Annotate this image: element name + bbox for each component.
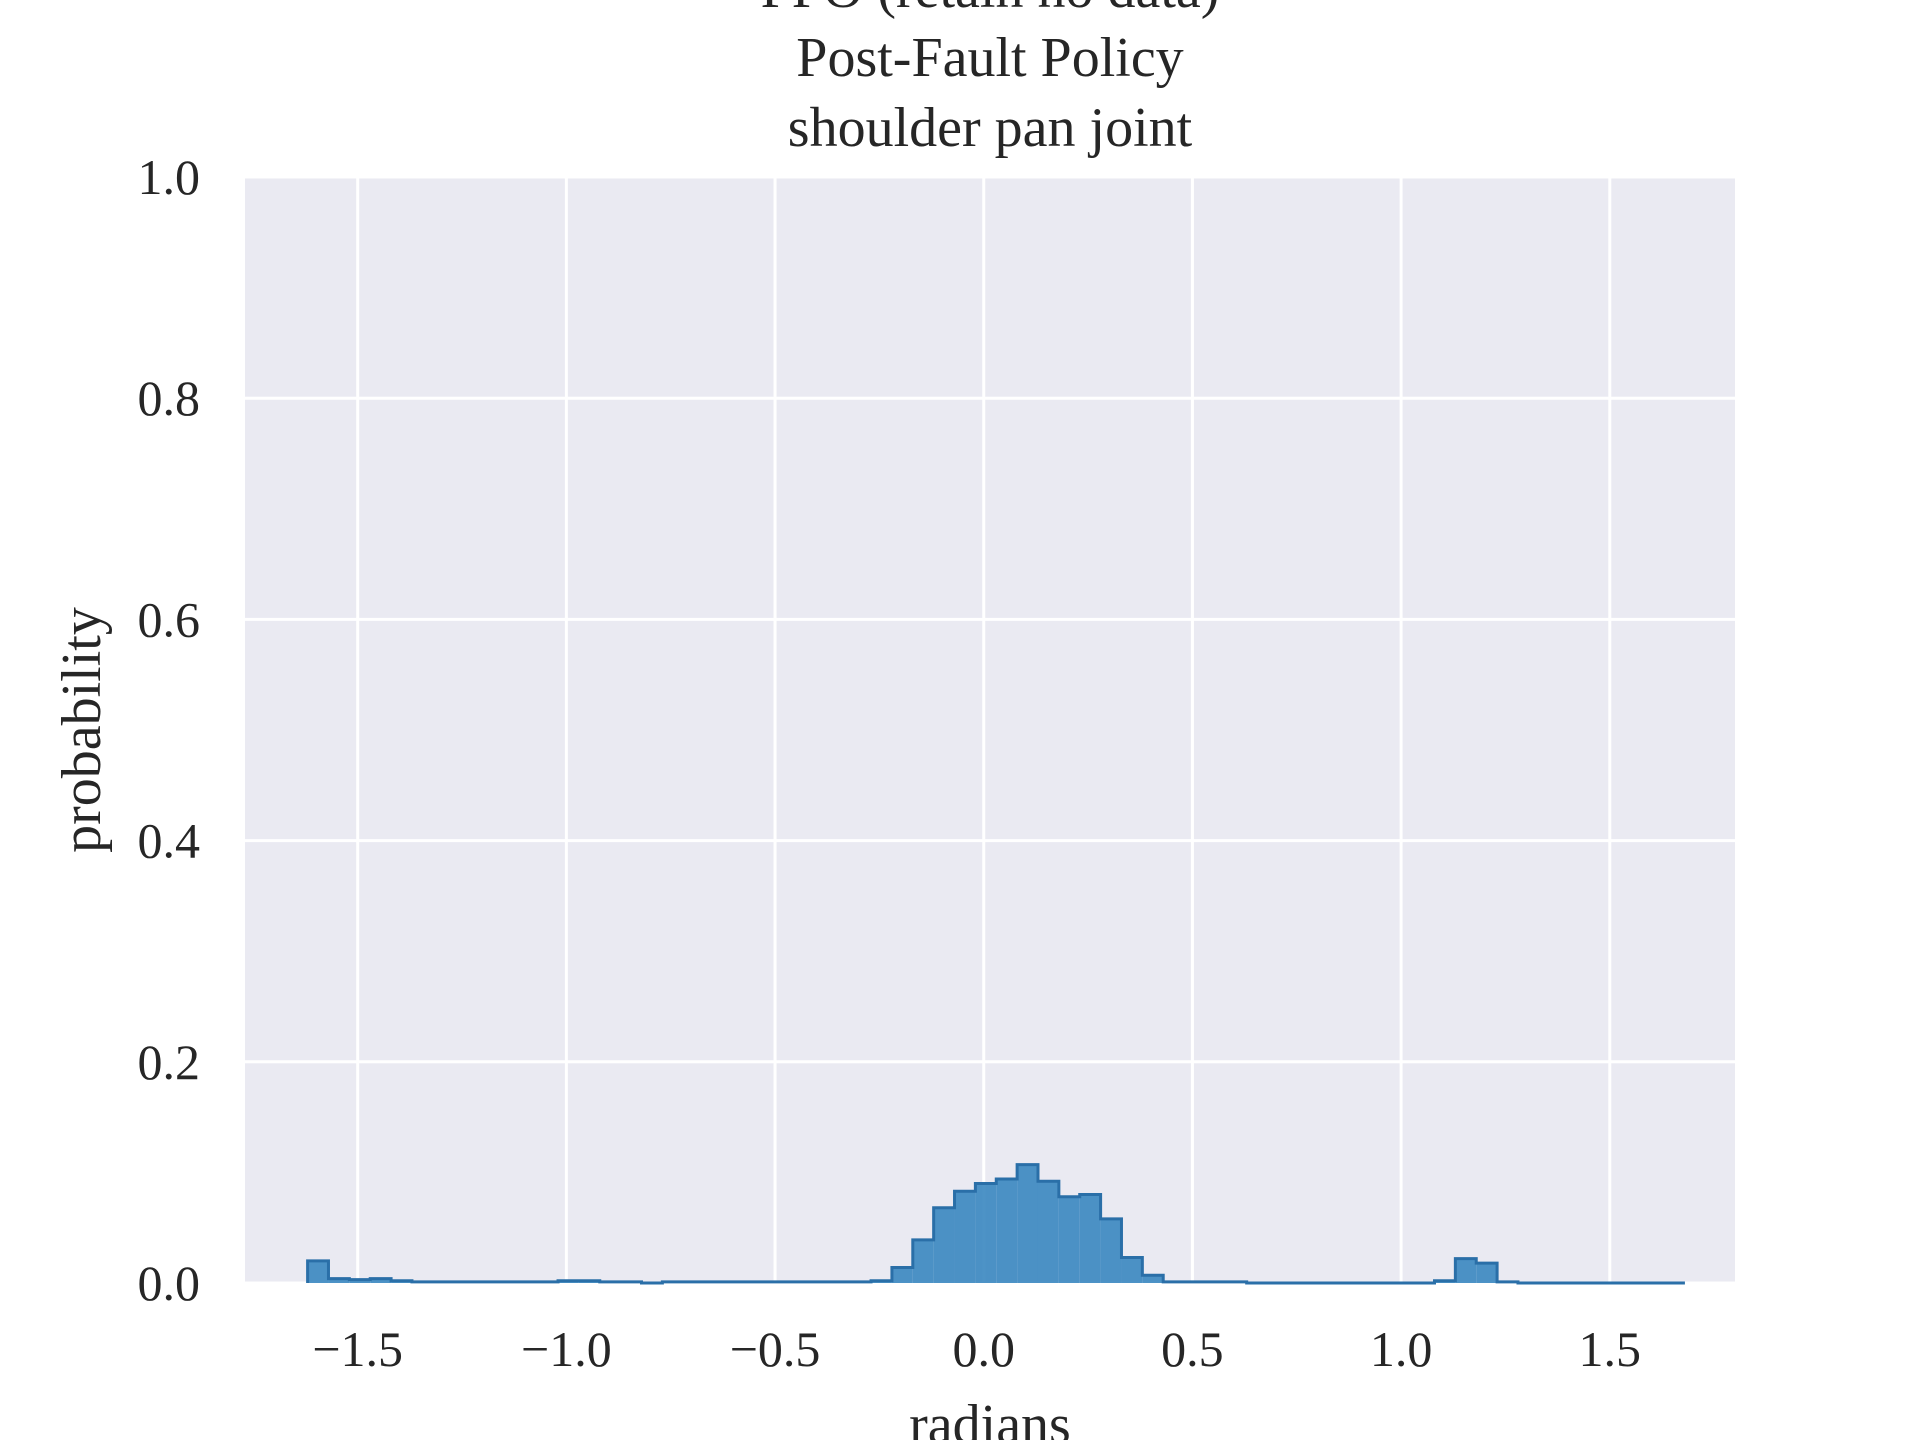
histogram-bar [912,1239,934,1283]
histogram-bar [1037,1181,1059,1283]
histogram-bar [954,1191,976,1283]
histogram-bar [1100,1218,1122,1283]
x-tick-label: 1.5 [1579,1321,1642,1377]
x-axis-ticks: −1.5 −1.0 −0.5 0.0 0.5 1.0 1.5 [312,1321,1641,1377]
histogram-bar [1142,1275,1164,1283]
y-axis-ticks: 0.0 0.2 0.4 0.6 0.8 1.0 [138,149,201,1311]
y-tick-label: 0.4 [138,813,201,869]
y-tick-label: 0.8 [138,370,201,426]
x-tick-label: 0.0 [952,1321,1015,1377]
title-line: Post-Fault Policy [796,27,1183,89]
y-tick-label: 1.0 [138,149,201,205]
histogram-bar [1058,1196,1080,1283]
histogram-bar [1476,1263,1498,1283]
histogram-bar [996,1179,1018,1283]
title-line: shoulder pan joint [788,97,1193,159]
histogram-bar [349,1279,371,1283]
x-tick-label: −1.5 [312,1321,403,1377]
histogram-bar [1017,1164,1038,1283]
x-tick-label: −0.5 [730,1321,821,1377]
histogram-bar [307,1260,329,1283]
y-axis-label: probability [51,607,113,853]
x-tick-label: 0.5 [1161,1321,1224,1377]
histogram-bar [1455,1258,1477,1283]
chart-title: PPO (retain no data) Post-Fault Policy sho… [761,0,1220,159]
histogram-bar [328,1278,350,1283]
plot-area [245,177,1735,1283]
grid-lines [245,175,1735,1285]
histogram-bar [975,1183,997,1283]
y-tick-label: 0.2 [138,1034,201,1090]
x-axis-label: radians [909,1394,1071,1440]
histogram-bar [370,1278,392,1283]
x-tick-label: 1.0 [1370,1321,1433,1377]
y-tick-label: 0.0 [138,1255,201,1311]
y-tick-label: 0.6 [138,591,201,647]
histogram-bar [1079,1194,1101,1283]
x-tick-label: −1.0 [521,1321,612,1377]
title-line: PPO (retain no data) [761,0,1220,20]
histogram-outline [306,1163,1685,1285]
histogram-bar [933,1207,955,1283]
histogram-bar [891,1267,913,1283]
histogram-bar [1121,1257,1143,1283]
